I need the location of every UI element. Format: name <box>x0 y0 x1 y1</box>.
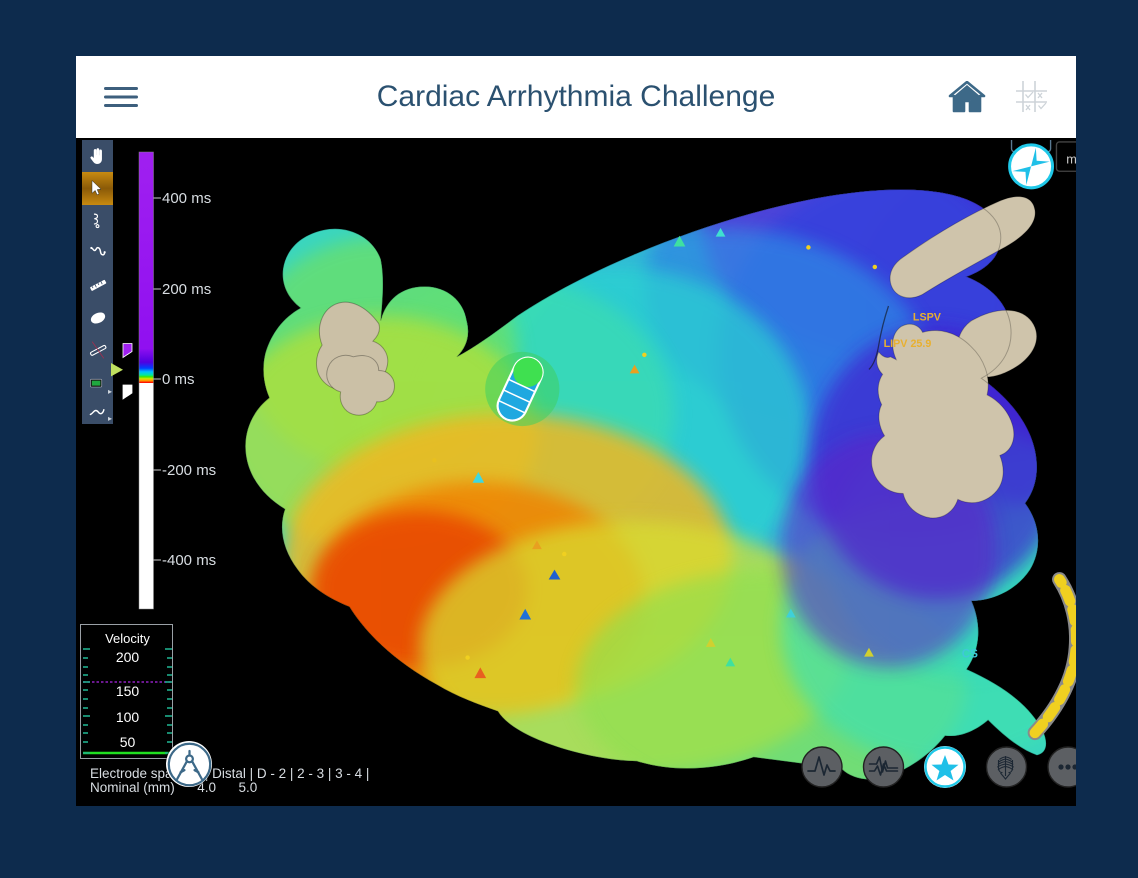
svg-text:Velocity: Velocity <box>105 631 150 646</box>
svg-text:LSPV: LSPV <box>913 312 942 324</box>
svg-text:100: 100 <box>116 709 140 725</box>
svg-text:m: m <box>1066 152 1076 166</box>
svg-text:0 ms: 0 ms <box>162 371 195 388</box>
svg-text:50: 50 <box>120 734 136 750</box>
svg-text:200: 200 <box>116 649 140 665</box>
svg-text:200 ms: 200 ms <box>162 281 211 298</box>
svg-text:400 ms: 400 ms <box>162 190 211 207</box>
svg-text:150: 150 <box>116 683 140 699</box>
svg-text:-200 ms: -200 ms <box>162 462 216 479</box>
svg-text:LIPV 25.9: LIPV 25.9 <box>884 338 932 350</box>
svg-text:CS: CS <box>962 648 978 661</box>
svg-text:-400 ms: -400 ms <box>162 552 216 569</box>
